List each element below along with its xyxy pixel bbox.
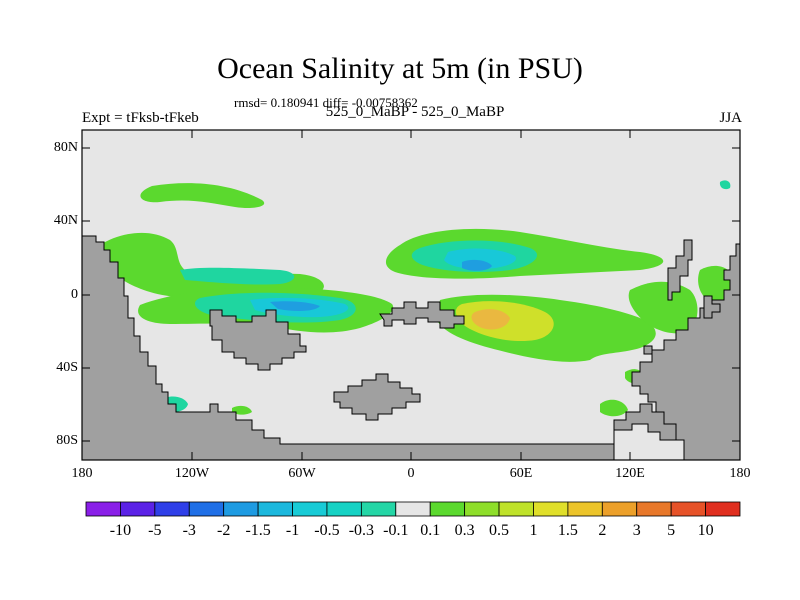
colorbar-swatch <box>533 501 569 517</box>
colorbar-label: 5 <box>667 522 675 539</box>
xlabel-0: 0 <box>407 466 415 481</box>
colorbar-label: 0.3 <box>455 522 475 539</box>
xlabel-120e: 120E <box>615 466 645 481</box>
colorbar-swatch <box>464 501 500 517</box>
colorbar-swatch <box>395 501 431 517</box>
xlabel-60e: 60E <box>509 466 533 481</box>
map-panel <box>81 129 741 461</box>
comparison-label: 525_0_MaBP - 525_0_MaBP <box>325 104 505 120</box>
patch-arctic-small <box>719 180 731 190</box>
patch-north-atlantic-blue <box>462 259 492 271</box>
land-masses <box>81 232 741 461</box>
land-island-cluster <box>333 373 421 421</box>
colorbar-label: -5 <box>148 522 161 539</box>
colorbar-swatch <box>120 501 156 517</box>
land-asia-east <box>631 232 741 461</box>
colorbar-swatch <box>498 501 534 517</box>
land-south-america <box>209 309 307 371</box>
patch-south-atlantic-orange <box>471 309 510 330</box>
colorbar-label: -0.5 <box>314 522 339 539</box>
colorbar-label: -3 <box>183 522 196 539</box>
colorbar-label: 1 <box>529 522 537 539</box>
colorbar-swatch <box>85 501 121 517</box>
colorbar-swatch <box>360 501 397 517</box>
land-island-small-1 <box>703 295 721 319</box>
colorbar-swatch <box>429 501 466 517</box>
colorbar-label: 1.5 <box>558 522 578 539</box>
colorbar-label: 3 <box>633 522 641 539</box>
colorbar-label: 2 <box>598 522 606 539</box>
colorbar-swatch <box>154 501 190 517</box>
land-africa-north <box>379 301 465 329</box>
colorbar-label: -0.1 <box>383 522 408 539</box>
colorbar-label: 10 <box>698 522 714 539</box>
colorbar-swatch <box>636 501 672 517</box>
colorbar-swatch <box>705 501 741 517</box>
colorbar-label: 0.1 <box>420 522 440 539</box>
map-title: Ocean Salinity at 5m (in PSU) <box>217 52 583 85</box>
colorbar-label: 0.5 <box>489 522 509 539</box>
ylabel-80n: 80N <box>53 140 78 155</box>
colorbar-label: -1.5 <box>245 522 270 539</box>
colorbar-swatch <box>257 501 293 517</box>
patch-south-pacific-small <box>232 405 252 415</box>
colorbar-swatch <box>292 501 328 517</box>
patch-west-teal <box>180 267 295 285</box>
xlabel-120w: 120W <box>174 466 210 481</box>
land-americas-west <box>81 235 685 461</box>
ylabel-0: 0 <box>71 287 78 302</box>
ylabel-40s: 40S <box>56 360 78 375</box>
colorbar-label: -0.3 <box>349 522 374 539</box>
patch-east-indian <box>628 281 698 334</box>
axis-ticks <box>81 130 741 460</box>
patch-north-atlantic-cyan <box>444 248 516 270</box>
land-asia-peninsula <box>667 239 693 301</box>
colorbar-label: -2 <box>217 522 230 539</box>
colorbar-swatch <box>223 501 259 517</box>
xlabel-180w: 180 <box>71 466 93 481</box>
season-label: JJA <box>719 110 742 126</box>
patch-equatorial-blue <box>270 301 320 311</box>
colorbar-swatch <box>670 501 706 517</box>
colorbar-label: -1 <box>286 522 299 539</box>
colorbar-label: -10 <box>110 522 131 539</box>
colorbar-swatch <box>601 501 638 517</box>
colorbar-swatch <box>326 501 362 517</box>
stats-line: rmsd= 0.180941 diff= -0.00758362 <box>234 95 418 110</box>
xlabel-180e: 180 <box>729 466 751 481</box>
patch-north-pacific <box>140 183 265 209</box>
ylabel-40n: 40N <box>53 213 78 228</box>
colorbar-swatch <box>188 501 225 517</box>
colorbar: -10 -5 -3 -2 -1.5 -1 -0.5 -0.3 -0.1 0.1 0.3 0.5 1 1.5… <box>85 501 741 539</box>
colorbar-swatch <box>567 501 603 517</box>
experiment-label: Expt = tFksb-tFkeb <box>82 110 199 126</box>
land-island-small-2 <box>643 345 653 355</box>
ylabel-80s: 80S <box>56 433 78 448</box>
xlabel-60w: 60W <box>288 466 316 481</box>
patch-southern-2 <box>600 399 628 417</box>
